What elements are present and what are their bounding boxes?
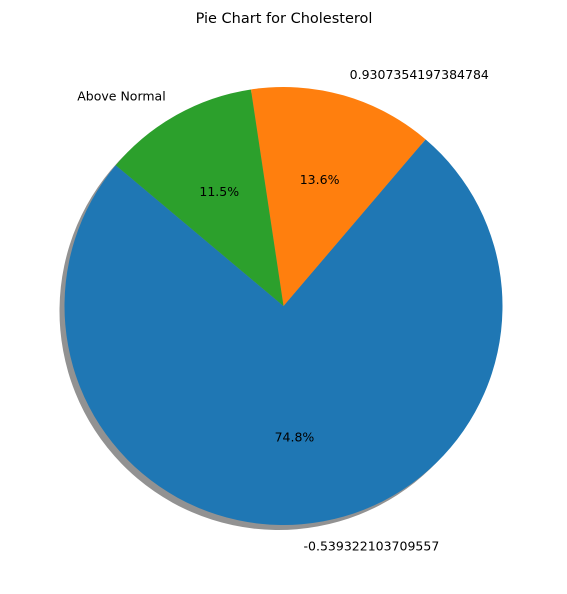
pie-slice-category-label: 0.9307354197384784 [350,67,489,82]
pie-slices [64,87,503,526]
pie-slice-1 [64,139,503,526]
pie-slice-percent-label: 74.8% [275,429,315,444]
pie-slice-2 [250,87,426,307]
pie-slice-percent-label: 13.6% [300,172,340,187]
pie-labels: 74.8% -0.539322103709557 13.6% 0.9307354197… [77,67,489,554]
pie-slice-3 [115,89,284,306]
chart-title: Pie Chart for Cholesterol [196,11,373,27]
pie-slice-category-label: Above Normal [77,88,165,103]
pie-slice-percent-label: 11.5% [199,184,239,199]
pie-slice-category-label: -0.539322103709557 [304,539,440,554]
